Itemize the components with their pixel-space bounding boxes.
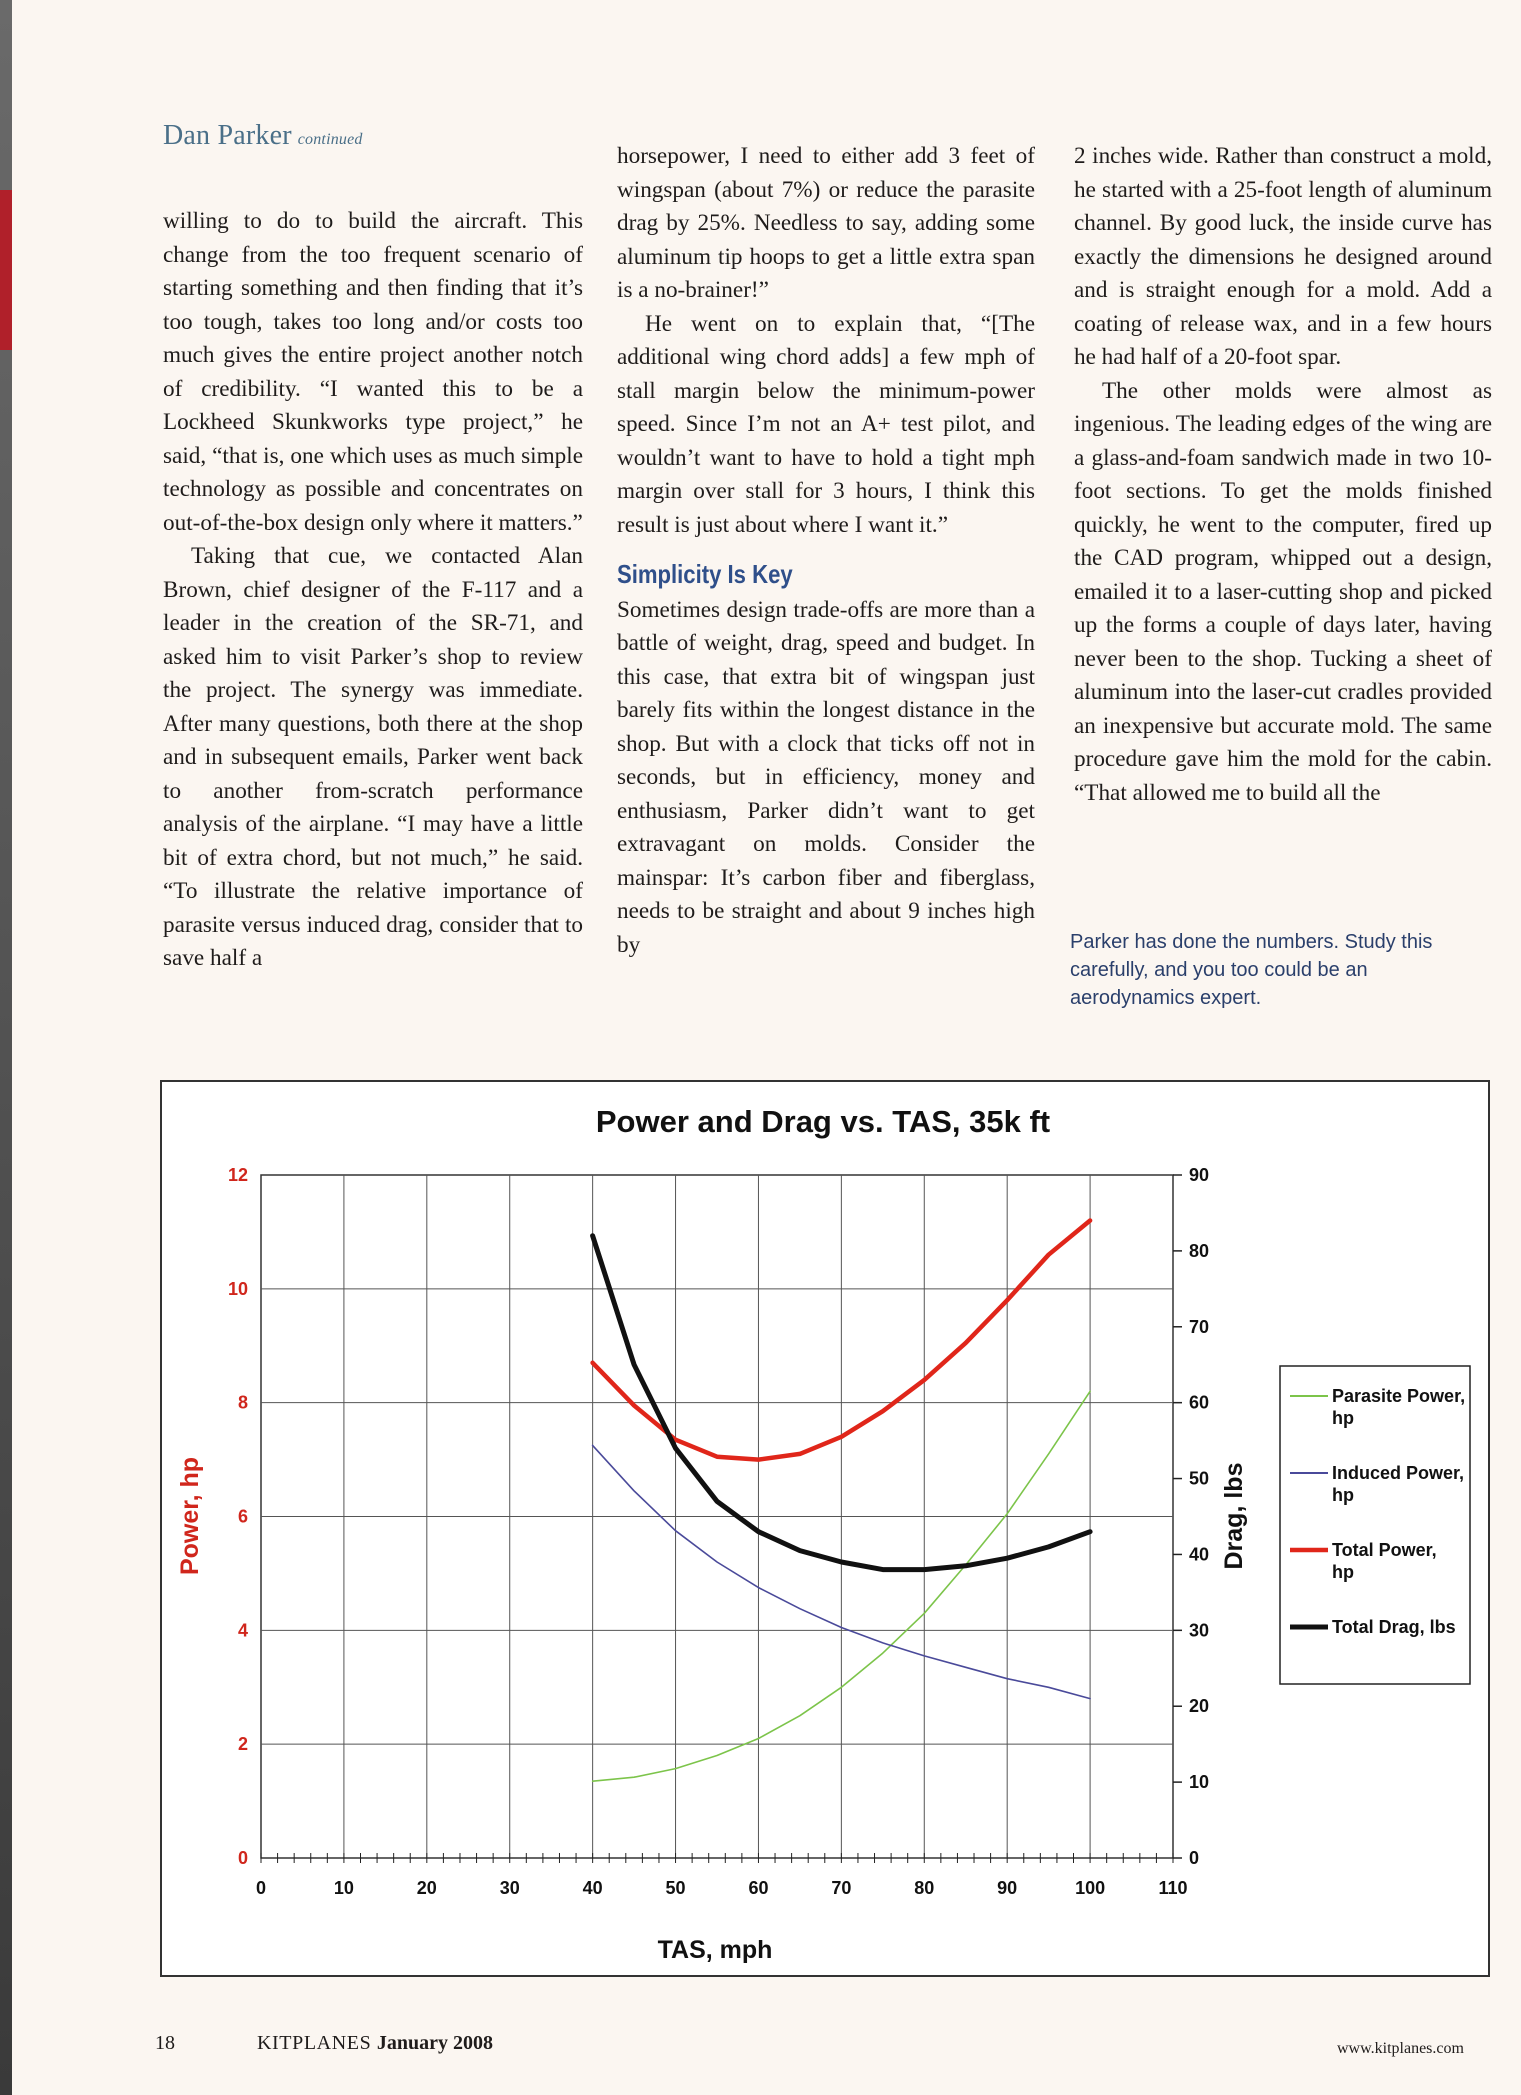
page-spine-red-mark	[0, 190, 12, 350]
y-right-tick-label: 80	[1189, 1241, 1209, 1261]
chart-caption: Parker has done the numbers. Study this …	[1070, 931, 1433, 1009]
legend-label: Induced Power,	[1332, 1463, 1464, 1483]
paragraph: willing to do to build the aircraft. Thi…	[163, 208, 583, 536]
subheading: Simplicity Is Key	[617, 559, 793, 589]
footer-magazine: KITPLANES January 2008	[257, 2032, 493, 2055]
x-tick-label: 100	[1075, 1878, 1105, 1898]
legend-label: Parasite Power,	[1332, 1386, 1465, 1406]
x-axis-label: TAS, mph	[658, 1936, 773, 1964]
paragraph: He went on to explain that, “[The additi…	[617, 310, 1035, 538]
x-tick-label: 10	[334, 1878, 354, 1898]
x-tick-label: 70	[831, 1878, 851, 1898]
y-left-tick-label: 6	[238, 1507, 248, 1527]
series-line-total-drag	[590, 1233, 1093, 1573]
y-left-tick-label: 8	[238, 1393, 248, 1413]
issue-date: January 2008	[376, 2032, 494, 2054]
header-author: Dan Parker	[163, 120, 292, 151]
power-drag-chart: 0 10 20 30 40 50 60 70 80 90 100 110024681012010203…	[176, 1104, 1471, 1964]
y-right-tick-label: 0	[1189, 1848, 1199, 1868]
x-tick-label: 110	[1158, 1878, 1187, 1898]
page-number: 18	[155, 2032, 175, 2054]
running-header: Dan Parker continued	[163, 120, 363, 152]
chart-title: Power and Drag vs. TAS, 35k ft	[596, 1104, 1050, 1139]
x-tick-label: 20	[417, 1878, 437, 1898]
x-tick-label: 30	[500, 1878, 520, 1898]
y-right-axis-label: Drag, lbs	[1220, 1463, 1248, 1570]
series-line-parasite-power	[591, 1390, 1091, 1783]
y-left-tick-label: 12	[228, 1165, 248, 1185]
y-left-axis-label: Power, hp	[176, 1457, 204, 1575]
paragraph: Sometimes design trade-offs are more tha…	[617, 596, 1035, 958]
article-column-1: willing to do to build the aircraft. Thi…	[163, 205, 583, 976]
y-right-tick-label: 40	[1189, 1544, 1209, 1564]
footer-url: www.kitplanes.com	[1337, 2040, 1464, 2057]
paragraph: Taking that cue, we contacted Alan Brown…	[163, 543, 583, 971]
y-right-tick-label: 70	[1189, 1317, 1209, 1337]
x-tick-label: 0	[256, 1878, 266, 1898]
header-continued: continued	[297, 131, 363, 148]
y-right-tick-label: 60	[1189, 1393, 1209, 1413]
magazine-name: KITPLANES	[257, 2032, 372, 2054]
series-line-total-power	[590, 1218, 1093, 1462]
y-left-tick-label: 10	[228, 1279, 248, 1299]
y-left-tick-label: 2	[238, 1734, 248, 1754]
y-right-tick-label: 10	[1189, 1772, 1209, 1792]
x-tick-label: 90	[997, 1878, 1017, 1898]
y-right-tick-label: 50	[1189, 1469, 1209, 1489]
legend-label: Total Drag, lbs	[1332, 1617, 1456, 1637]
paragraph: horsepower, I need to either add 3 feet …	[617, 143, 1035, 303]
y-right-tick-label: 20	[1189, 1696, 1209, 1716]
y-right-tick-label: 30	[1189, 1620, 1209, 1640]
y-left-tick-label: 0	[238, 1848, 248, 1868]
x-tick-label: 80	[914, 1878, 934, 1898]
series-line-induced-power	[591, 1444, 1091, 1700]
paragraph: 2 inches wide. Rather than construct a m…	[1074, 143, 1492, 370]
paragraph: The other molds were almost as ingenious…	[1074, 377, 1492, 806]
legend-label-line2: hp	[1332, 1485, 1354, 1505]
legend-label-line2: hp	[1332, 1408, 1354, 1428]
x-tick-label: 60	[748, 1878, 768, 1898]
article-column-2: horsepower, I need to either add 3 feet …	[617, 140, 1035, 962]
legend-label-line2: hp	[1332, 1562, 1354, 1582]
legend-label: Total Power,	[1332, 1540, 1437, 1560]
y-right-tick-label: 90	[1189, 1165, 1209, 1185]
x-tick-label: 40	[583, 1878, 603, 1898]
article-column-3: 2 inches wide. Rather than construct a m…	[1074, 140, 1492, 810]
page-spine-edge	[0, 0, 12, 2095]
y-left-tick-label: 4	[238, 1620, 248, 1640]
x-tick-label: 50	[666, 1878, 686, 1898]
legend-box	[1279, 1365, 1471, 1685]
